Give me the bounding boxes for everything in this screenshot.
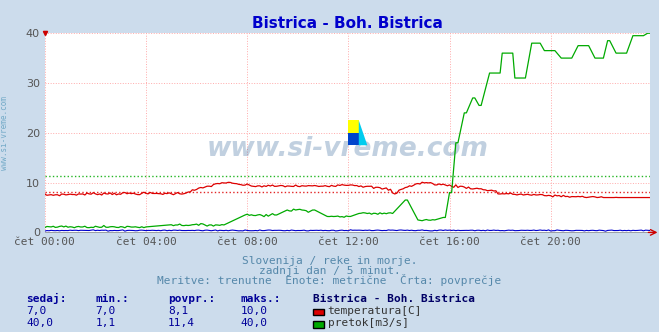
Text: min.:: min.: [96, 294, 129, 304]
Text: Slovenija / reke in morje.: Slovenija / reke in morje. [242, 256, 417, 266]
Text: Meritve: trenutne  Enote: metrične  Črta: povprečje: Meritve: trenutne Enote: metrične Črta: … [158, 274, 501, 286]
Text: www.si-vreme.com: www.si-vreme.com [206, 136, 488, 162]
Polygon shape [358, 121, 367, 145]
Text: 11,4: 11,4 [168, 318, 195, 328]
Text: 8,1: 8,1 [168, 306, 188, 316]
Text: pretok[m3/s]: pretok[m3/s] [328, 318, 409, 328]
Text: 7,0: 7,0 [26, 306, 47, 316]
FancyBboxPatch shape [349, 121, 358, 133]
Text: 7,0: 7,0 [96, 306, 116, 316]
Text: www.si-vreme.com: www.si-vreme.com [0, 96, 9, 170]
Text: 40,0: 40,0 [26, 318, 53, 328]
Text: 10,0: 10,0 [241, 306, 268, 316]
Text: povpr.:: povpr.: [168, 294, 215, 304]
Text: zadnji dan / 5 minut.: zadnji dan / 5 minut. [258, 266, 401, 276]
FancyBboxPatch shape [349, 133, 358, 145]
Text: Bistrica - Boh. Bistrica: Bistrica - Boh. Bistrica [313, 294, 475, 304]
Text: temperatura[C]: temperatura[C] [328, 306, 422, 316]
Text: 1,1: 1,1 [96, 318, 116, 328]
Text: sedaj:: sedaj: [26, 293, 67, 304]
Text: maks.:: maks.: [241, 294, 281, 304]
Text: 40,0: 40,0 [241, 318, 268, 328]
Title: Bistrica - Boh. Bistrica: Bistrica - Boh. Bistrica [252, 16, 443, 31]
